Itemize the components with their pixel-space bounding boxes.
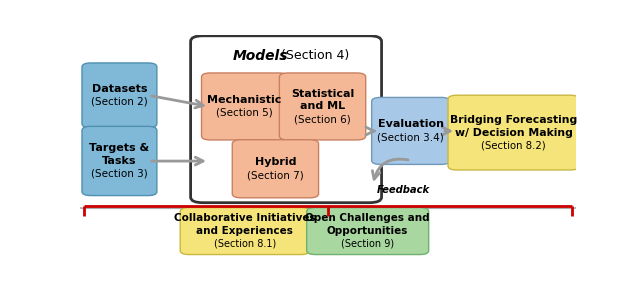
FancyBboxPatch shape [448, 95, 579, 170]
Text: (Section 6): (Section 6) [294, 114, 351, 124]
Text: Bridging Forecasting: Bridging Forecasting [450, 115, 577, 125]
Text: and ML: and ML [300, 101, 345, 112]
Text: Targets &: Targets & [90, 143, 150, 153]
Text: (Section 3.4): (Section 3.4) [378, 132, 444, 142]
Text: (Section 7): (Section 7) [247, 170, 304, 180]
Text: Open Challenges and: Open Challenges and [305, 213, 430, 223]
Text: (Section 3): (Section 3) [91, 169, 148, 179]
Text: Opportunities: Opportunities [327, 226, 408, 236]
Text: (Section 8.2): (Section 8.2) [481, 140, 546, 151]
Text: (Section 9): (Section 9) [341, 239, 394, 249]
FancyBboxPatch shape [280, 73, 365, 140]
FancyBboxPatch shape [307, 208, 429, 255]
Text: (Section 2): (Section 2) [91, 97, 148, 107]
Text: Statistical: Statistical [291, 88, 354, 99]
Text: (Section 8.1): (Section 8.1) [214, 239, 276, 249]
Text: Hybrid: Hybrid [255, 157, 296, 167]
Text: Evaluation: Evaluation [378, 119, 444, 129]
FancyBboxPatch shape [180, 208, 310, 255]
Text: Mechanistic: Mechanistic [207, 95, 282, 105]
FancyBboxPatch shape [372, 97, 450, 164]
Text: Feedback: Feedback [376, 186, 429, 195]
FancyBboxPatch shape [232, 140, 319, 198]
Text: (Section 4): (Section 4) [276, 49, 349, 62]
Text: w/ Decision Making: w/ Decision Making [454, 127, 572, 138]
FancyBboxPatch shape [82, 126, 157, 196]
FancyBboxPatch shape [82, 63, 157, 128]
FancyBboxPatch shape [77, 34, 579, 208]
Text: Collaborative Initiatives: Collaborative Initiatives [174, 213, 316, 223]
Text: Models: Models [233, 49, 289, 63]
Text: and Experiences: and Experiences [196, 226, 293, 236]
Text: Datasets: Datasets [92, 84, 147, 94]
FancyBboxPatch shape [202, 73, 288, 140]
Text: (Section 5): (Section 5) [216, 108, 273, 118]
FancyBboxPatch shape [191, 36, 381, 203]
Text: Tasks: Tasks [102, 156, 137, 166]
